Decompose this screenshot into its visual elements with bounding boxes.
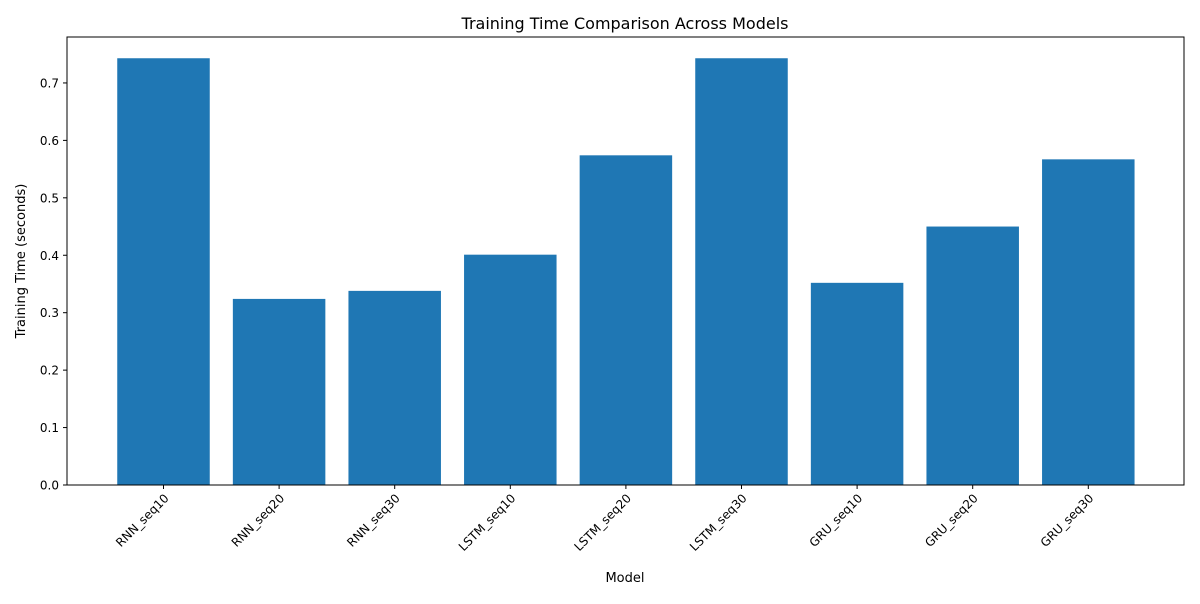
- chart-title: Training Time Comparison Across Models: [461, 14, 789, 33]
- bar-rnn-seq30: [348, 290, 441, 485]
- bar-gru-seq30: [1042, 159, 1135, 485]
- bar-rnn-seq20: [232, 298, 326, 485]
- bar-gru-seq20: [926, 226, 1019, 486]
- bars-layer: [117, 58, 1135, 486]
- x-axis-label: Model: [605, 571, 644, 586]
- y-tick-label: 0.4: [40, 249, 59, 263]
- y-tick-label: 0.0: [40, 479, 59, 493]
- y-axis-label: Training Time (seconds): [14, 184, 29, 340]
- y-tick-label: 0.1: [40, 421, 59, 435]
- bar-gru-seq10: [810, 282, 904, 485]
- y-axis: 0.0 0.1 0.2 0.3 0.4 0.5 0.6 0.7: [40, 76, 67, 493]
- bar-lstm-seq30: [695, 58, 788, 485]
- y-tick-label: 0.2: [40, 364, 59, 378]
- plot-frame: [66, 36, 1185, 486]
- y-tick-label: 0.5: [40, 191, 59, 205]
- y-tick-label: 0.7: [40, 76, 59, 90]
- bar-lstm-seq20: [579, 155, 673, 485]
- y-tick-label: 0.3: [40, 306, 59, 320]
- bar-lstm-seq10: [464, 254, 557, 485]
- bar-rnn-seq10: [117, 58, 210, 485]
- y-tick-label: 0.6: [40, 134, 59, 148]
